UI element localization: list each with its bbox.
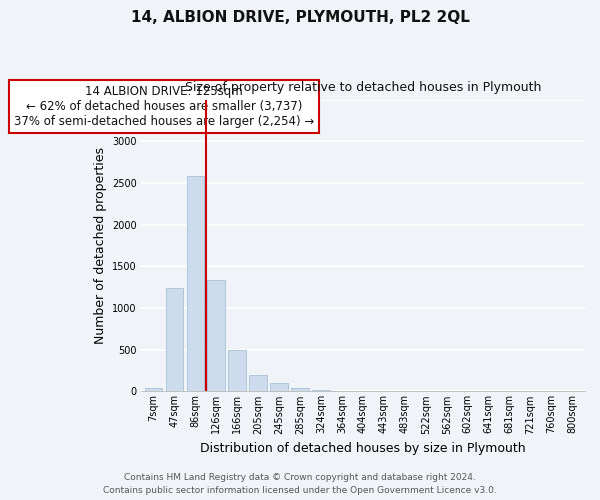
Bar: [187, 176, 205, 392]
Bar: [312, 390, 330, 392]
Title: Size of property relative to detached houses in Plymouth: Size of property relative to detached ho…: [185, 82, 541, 94]
Text: Contains HM Land Registry data © Crown copyright and database right 2024.
Contai: Contains HM Land Registry data © Crown c…: [103, 474, 497, 495]
Y-axis label: Number of detached properties: Number of detached properties: [94, 147, 107, 344]
Bar: [250, 375, 267, 392]
X-axis label: Distribution of detached houses by size in Plymouth: Distribution of detached houses by size …: [200, 442, 526, 455]
Bar: [145, 388, 163, 392]
Bar: [271, 382, 288, 392]
Bar: [291, 388, 309, 392]
Bar: [229, 350, 246, 392]
Text: 14 ALBION DRIVE: 125sqm
← 62% of detached houses are smaller (3,737)
37% of semi: 14 ALBION DRIVE: 125sqm ← 62% of detache…: [14, 85, 314, 128]
Text: 14, ALBION DRIVE, PLYMOUTH, PL2 2QL: 14, ALBION DRIVE, PLYMOUTH, PL2 2QL: [131, 10, 469, 25]
Bar: [208, 280, 225, 392]
Bar: [166, 288, 184, 392]
